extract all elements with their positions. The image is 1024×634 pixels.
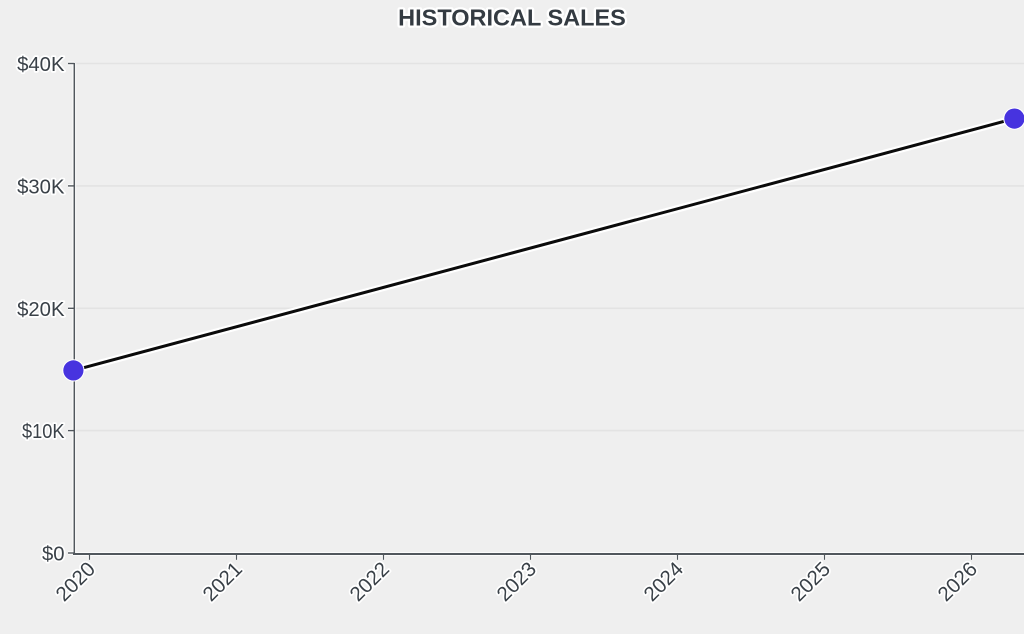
- svg-text:$0: $0: [42, 544, 65, 566]
- svg-text:$20K: $20K: [17, 299, 65, 321]
- svg-text:$30K: $30K: [17, 176, 65, 198]
- svg-text:$40K: $40K: [17, 54, 65, 76]
- svg-text:2025: 2025: [786, 558, 835, 607]
- svg-text:2022: 2022: [345, 558, 394, 607]
- svg-text:2026: 2026: [933, 558, 982, 607]
- svg-text:$10K: $10K: [22, 421, 65, 443]
- svg-text:2024: 2024: [639, 558, 688, 607]
- svg-text:HISTORICAL SALES: HISTORICAL SALES: [398, 5, 626, 31]
- svg-text:2023: 2023: [492, 558, 541, 607]
- svg-text:2021: 2021: [198, 558, 247, 607]
